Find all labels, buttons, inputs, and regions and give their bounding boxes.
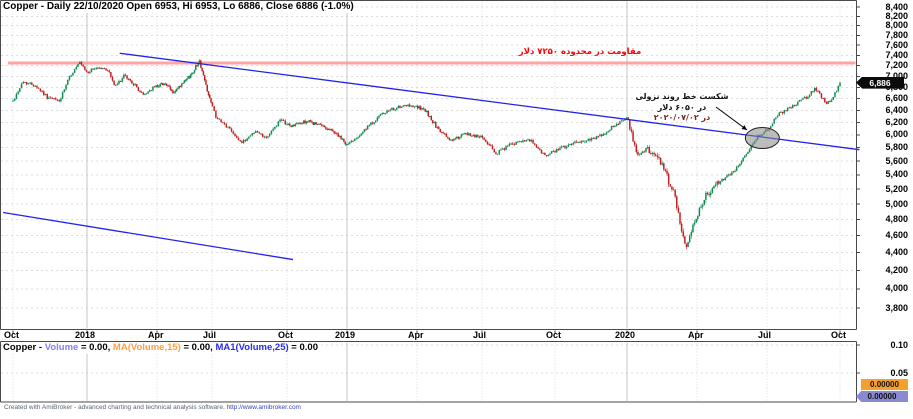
price-axis-label-4400: 4,400	[885, 247, 908, 258]
price-axis-label-4000: 4,000	[885, 283, 908, 294]
price-axis-label-6600: 6,600	[885, 93, 908, 104]
axis-ticks	[12, 6, 860, 374]
price-axis-label-7000: 7,000	[885, 70, 908, 81]
breakout-annotation-line3: در ۲۰۲۰/۰۷/۰۲	[653, 113, 711, 122]
volume-axis-label-0.05: 0.05	[890, 367, 908, 378]
price-axis-label-7400: 7,400	[885, 49, 908, 60]
price-axis-label-7600: 7,600	[885, 39, 908, 50]
volume-title-part-4: = 0.00,	[180, 342, 216, 353]
date-axis-label-2020-27: 2020	[615, 330, 636, 340]
resistance-annotation: مقاومت در محدوده ۷۲۵۰ دلار	[518, 47, 642, 57]
price-axis-label-5800: 5,800	[885, 142, 908, 153]
breakout-annotation-line2: در ۶۰۵۰ دلار	[657, 102, 707, 112]
volume-title-part-3: MA(Volume,15)	[112, 342, 181, 353]
volume-ma15-marker: 0.00000	[861, 379, 908, 390]
date-axis-label-Jul-21: Jul	[473, 330, 487, 340]
date-axis-label-Oct-12: Oct	[278, 330, 294, 340]
lower-trendline	[3, 211, 294, 261]
price-axis-label-6200: 6,200	[885, 116, 908, 127]
volume-title-part-6: = 0.00	[288, 342, 318, 353]
descending-trendline	[119, 52, 860, 151]
candlestick-series	[12, 59, 841, 250]
breakout-annotation-line1: شکست خط روند نزولی	[635, 92, 729, 101]
volume-pane-title: Copper - Volume = 0.00, MA(Volume,15) = …	[3, 342, 321, 354]
date-axis-label-Jul-9: Jul	[203, 330, 217, 340]
price-axis-label-4600: 4,600	[885, 230, 908, 241]
price-axis-label-3800: 3,800	[885, 302, 908, 313]
date-axis-label-Jul-33: Jul	[758, 330, 772, 340]
price-axis-label-6400: 6,400	[885, 104, 908, 115]
price-axis-label-6000: 6,000	[885, 129, 908, 140]
price-axis-label-8000: 8,000	[885, 20, 908, 31]
volume-title-part-2: = 0.00,	[78, 342, 113, 353]
volume-title-part-0: Copper -	[3, 342, 45, 353]
pane-borders	[0, 0, 857, 403]
gridlines	[1, 1, 857, 401]
price-axis-label-5200: 5,200	[885, 183, 908, 194]
breakout-annotation: شکست خط روند نزولی در ۶۰۵۰ دلار در ۲۰۲۰/…	[622, 92, 742, 124]
date-axis-label-Apr-30: Apr	[688, 330, 704, 340]
price-axis-label-5400: 5,400	[885, 169, 908, 180]
price-axis-label-7800: 7,800	[885, 29, 908, 40]
volume-title-part-5: MA1(Volume,25)	[215, 342, 289, 353]
price-axis-label-7200: 7,200	[885, 60, 908, 71]
date-axis-label-2018-3: 2018	[75, 330, 96, 340]
date-axis-label-Apr-6: Apr	[148, 330, 164, 340]
breakout-ellipse	[744, 127, 780, 150]
last-price-tag: 6,886	[856, 76, 904, 89]
price-axis-label-8200: 8,200	[885, 10, 908, 21]
footer-credit: Created with AmiBroker - advanced charti…	[4, 404, 301, 411]
price-axis-label-5600: 5,600	[885, 155, 908, 166]
date-axis-label-Apr-18: Apr	[408, 330, 424, 340]
volume-ma25-marker: 0.00000	[856, 391, 908, 402]
chart-title: Copper - Daily 22/10/2020 Open 6953, Hi …	[3, 1, 357, 13]
price-axis-label-8400: 8,400	[885, 1, 908, 12]
footer-link: http://www.amibroker.com	[226, 404, 301, 411]
price-axis-label-5000: 5,000	[885, 198, 908, 209]
date-axis-label-2019-15: 2019	[335, 330, 356, 340]
volume-axis-label-0.10: 0.10	[890, 339, 908, 350]
date-axis-label-Oct-24: Oct	[546, 330, 562, 340]
price-axis-label-4800: 4,800	[885, 214, 908, 225]
price-axis-label-4200: 4,200	[885, 264, 908, 275]
date-axis-label-Oct-36: Oct	[831, 330, 847, 340]
breakout-arrow	[715, 106, 748, 131]
date-axis-label-Oct-0: Oct	[4, 330, 20, 340]
volume-title-part-1: Volume	[44, 342, 79, 353]
footer-text: Created with AmiBroker - advanced charti…	[4, 404, 227, 411]
